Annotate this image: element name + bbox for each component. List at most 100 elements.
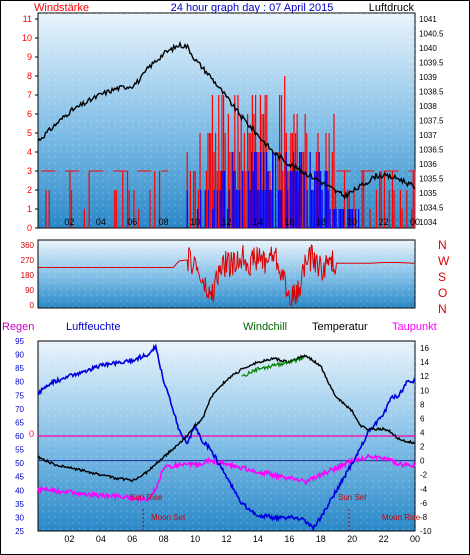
- wind-speed-tick: 11: [23, 14, 32, 24]
- direction-tick: 180: [21, 271, 35, 280]
- wind-speed-tick: 2: [27, 185, 32, 195]
- time-tick: 06: [127, 217, 137, 227]
- windchill-line: [241, 356, 305, 377]
- direction-tick: 270: [21, 256, 35, 265]
- pressure-tick: 1039.5: [419, 58, 444, 67]
- pressure-tick: 1040: [419, 44, 437, 53]
- time-tick: 04: [96, 534, 106, 544]
- temperature-tick: 16: [420, 344, 429, 353]
- time-tick: 20: [347, 217, 357, 227]
- temperature-tick: 10: [420, 386, 429, 395]
- time-tick: 22: [379, 217, 389, 227]
- direction-label-n-top: N: [438, 238, 447, 252]
- wind-speed-tick: 10: [22, 33, 32, 43]
- zero-line-marker: 0: [29, 429, 34, 439]
- direction-tick: 0: [30, 301, 35, 310]
- temperature-tick: 12: [420, 372, 429, 381]
- temperature-tick: -4: [420, 485, 428, 494]
- pressure-tick: 1037: [419, 131, 437, 140]
- direction-label-w: W: [438, 254, 450, 268]
- moon-rise-label: Moon Rise: [382, 513, 421, 522]
- temperature-tick: 0: [420, 457, 425, 466]
- pressure-tick: 1039: [419, 73, 437, 82]
- humidity-tick: 30: [15, 513, 24, 522]
- time-tick: 00: [410, 217, 420, 227]
- time-tick: 16: [284, 217, 294, 227]
- humidity-tick: 45: [15, 473, 24, 482]
- temperature-tick: -10: [420, 527, 432, 536]
- time-tick: 16: [284, 534, 294, 544]
- humidity-tick: 35: [15, 500, 24, 509]
- pressure-tick: 1035.5: [419, 175, 444, 184]
- pressure-tick: 1038.5: [419, 87, 444, 96]
- time-tick: 02: [64, 534, 74, 544]
- time-tick: 20: [347, 534, 357, 544]
- legend-taupunkt: Taupunkt: [392, 321, 437, 333]
- humidity-tick: 70: [15, 405, 24, 414]
- time-tick: 14: [253, 217, 263, 227]
- temperature-tick: 4: [420, 428, 425, 437]
- humidity-tick: 90: [15, 351, 24, 360]
- time-tick: 14: [253, 534, 263, 544]
- wind-speed-axis-label: Windstärke: [34, 2, 89, 14]
- wind-speed-tick: 8: [27, 71, 32, 81]
- temperature-tick: 14: [420, 358, 429, 367]
- legend-temperatur: Temperatur: [312, 321, 368, 333]
- time-tick: 02: [64, 217, 74, 227]
- temperature-tick: -8: [420, 513, 428, 522]
- wind-speed-tick: 1: [27, 204, 32, 214]
- pressure-tick: 1036: [419, 160, 437, 169]
- direction-tick: 360: [21, 241, 35, 250]
- time-tick: 18: [316, 217, 326, 227]
- pressure-tick: 1035: [419, 189, 437, 198]
- temperature-tick: -2: [420, 471, 428, 480]
- humidity-tick: 85: [15, 364, 24, 373]
- wind-direction-panel: 0 90 180 270 360: [21, 239, 416, 310]
- pressure-tick: 1038: [419, 102, 437, 111]
- moon-set-label: Moon Set: [151, 513, 186, 522]
- panel-1-ticks: 0123456789101110341034.510351035.5103610…: [22, 14, 444, 233]
- panel-2-grid-dots: [38, 240, 415, 308]
- chart-title: 24 hour graph day : 07 April 2015: [171, 2, 334, 14]
- direction-label-n-bottom: N: [438, 302, 447, 316]
- time-tick: 22: [379, 534, 389, 544]
- legend-luftfeuchte: Luftfeuchte: [66, 321, 120, 333]
- panel-2-plot: [38, 244, 415, 306]
- humidity-tick: 55: [15, 446, 24, 455]
- time-tick: 12: [221, 217, 231, 227]
- humidity-line: [37, 343, 416, 533]
- wind-direction-line: [38, 244, 415, 306]
- pressure-tick: 1037.5: [419, 117, 444, 126]
- legend-regen: Regen: [2, 321, 34, 333]
- panel-3-ticks: 253035404550556065707580859095-10-8-6-4-…: [15, 337, 432, 544]
- humidity-tick: 80: [15, 378, 24, 387]
- sun-set-label: Sun Set: [338, 493, 367, 502]
- humidity-tick: 95: [15, 337, 24, 346]
- humidity-tick: 25: [15, 527, 24, 536]
- temperature-line: [37, 354, 416, 483]
- time-tick: 04: [96, 217, 106, 227]
- dewpoint-line: [37, 454, 416, 503]
- wind-speed-tick: 7: [27, 90, 32, 100]
- humidity-tick: 65: [15, 418, 24, 427]
- humidity-tick: 50: [15, 459, 24, 468]
- time-tick: 00: [410, 534, 420, 544]
- time-tick: 06: [127, 534, 137, 544]
- temperature-humidity-panel: 253035404550556065707580859095-10-8-6-4-…: [15, 337, 432, 544]
- time-tick: 08: [159, 217, 169, 227]
- wind-speed-tick: 9: [27, 52, 32, 62]
- pressure-line: [37, 40, 416, 200]
- sun-rise-label: Sun Rise: [130, 493, 163, 502]
- pressure-tick: 1036.5: [419, 146, 444, 155]
- pressure-tick: 1034: [419, 218, 437, 227]
- legend-windchill: Windchill: [243, 321, 287, 333]
- pressure-tick: 1034.5: [419, 204, 444, 213]
- pressure-tick: 1040.5: [419, 29, 444, 38]
- temperature-tick: 2: [420, 443, 425, 452]
- humidity-tick: 60: [15, 432, 24, 441]
- wind-speed-tick: 0: [27, 223, 32, 233]
- time-tick: 12: [221, 534, 231, 544]
- humidity-tick: 75: [15, 391, 24, 400]
